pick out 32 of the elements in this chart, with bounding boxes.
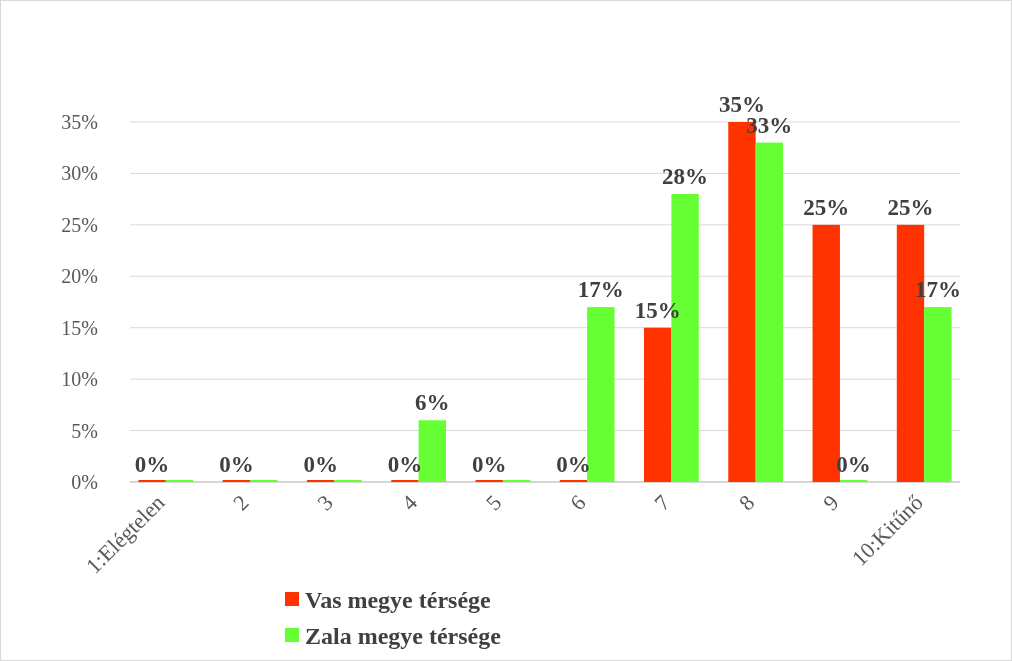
bar [644, 327, 672, 482]
y-tick-label: 35% [61, 111, 98, 133]
x-tick-label: 2 [228, 489, 254, 516]
data-label: 6% [415, 390, 450, 416]
x-tick-label: 8 [733, 489, 760, 516]
data-label: 25% [803, 194, 850, 220]
bar [755, 142, 784, 482]
y-tick-label: 10% [61, 368, 98, 391]
bar [924, 307, 952, 482]
x-tick-label: 3 [312, 489, 338, 516]
data-label: 0% [219, 452, 254, 477]
y-tick-label: 30% [61, 162, 98, 185]
y-tick-label: 0% [71, 471, 98, 493]
data-label: 28% [662, 164, 709, 189]
bar [418, 420, 446, 482]
legend-label: Vas megye térsége [305, 587, 492, 614]
y-tick-label: 15% [61, 316, 98, 339]
data-label: 0% [471, 452, 507, 477]
x-tick-label: 4 [396, 489, 423, 516]
data-label: 0% [134, 452, 170, 477]
data-label: 0% [303, 452, 338, 477]
data-label: 17% [577, 277, 624, 303]
data-label: 25% [887, 194, 934, 220]
legend-label: Zala megye térsége [305, 623, 502, 650]
y-tick-label: 20% [61, 265, 98, 288]
bar [587, 307, 615, 482]
x-tick-label: 7 [649, 489, 675, 516]
x-tick-label: 5 [480, 489, 507, 516]
y-tick-label: 5% [71, 419, 98, 442]
x-tick-label: 9 [818, 489, 844, 516]
x-tick-label: 6 [565, 489, 591, 516]
y-tick-label: 25% [61, 213, 98, 236]
